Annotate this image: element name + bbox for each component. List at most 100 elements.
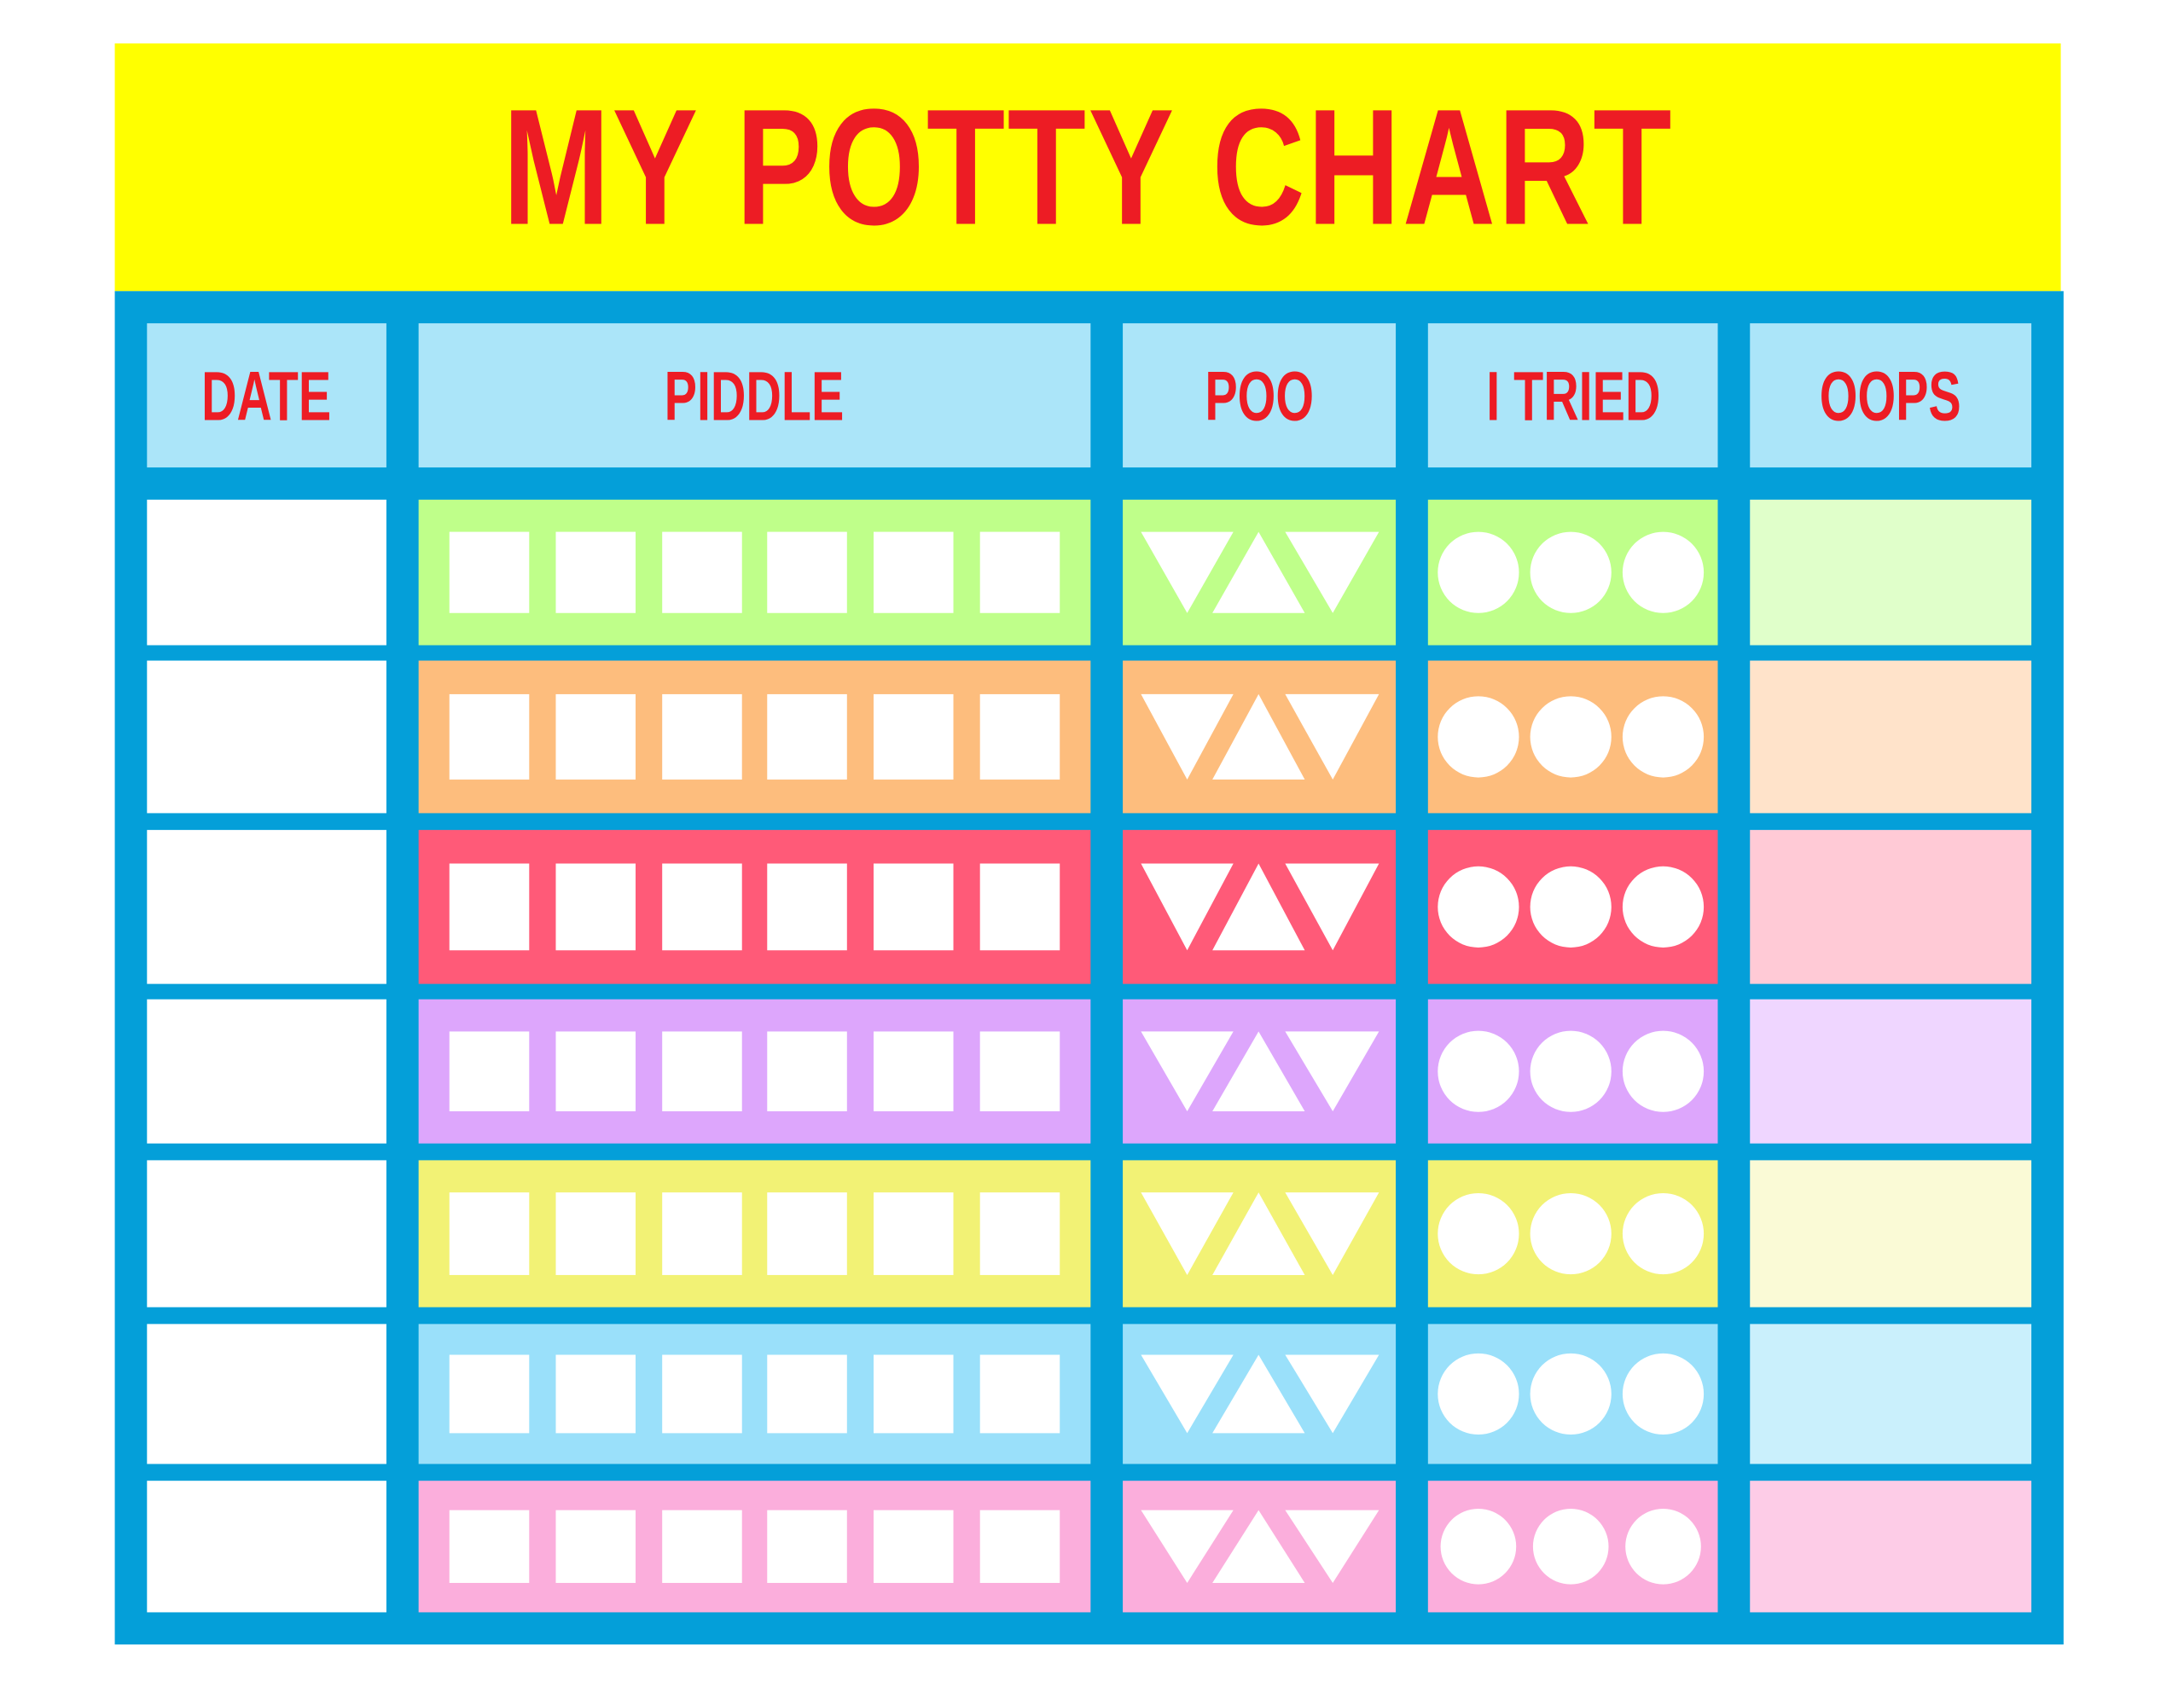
triangle-down-icon[interactable] <box>1285 1192 1380 1275</box>
piddle-box[interactable] <box>555 693 636 780</box>
circle-icon[interactable] <box>1622 696 1705 778</box>
piddle-box[interactable] <box>979 693 1060 780</box>
piddle-box[interactable] <box>979 863 1060 951</box>
piddle-box[interactable] <box>449 531 530 613</box>
piddle-box[interactable] <box>555 863 636 951</box>
circle-icon[interactable] <box>1530 1192 1612 1275</box>
piddle-box[interactable] <box>767 1354 848 1434</box>
circle-icon[interactable] <box>1530 696 1612 778</box>
circle-icon[interactable] <box>1530 531 1612 613</box>
date-cell[interactable] <box>147 999 386 1144</box>
circle-icon[interactable] <box>1622 866 1705 948</box>
piddle-box[interactable] <box>979 1031 1060 1111</box>
piddle-box[interactable] <box>661 1192 742 1275</box>
circle-icon[interactable] <box>1438 866 1519 948</box>
date-cell[interactable] <box>147 830 386 984</box>
triangle-up-icon[interactable] <box>1212 863 1305 951</box>
piddle-box[interactable] <box>555 1510 636 1583</box>
piddle-box[interactable] <box>555 1192 636 1275</box>
piddle-box[interactable] <box>449 1192 530 1275</box>
oops-cell[interactable] <box>1750 1160 2032 1307</box>
piddle-box[interactable] <box>767 1031 848 1111</box>
circle-icon[interactable] <box>1438 1030 1519 1112</box>
triangle-down-icon[interactable] <box>1285 531 1380 613</box>
oops-cell[interactable] <box>1750 1324 2032 1464</box>
piddle-box[interactable] <box>874 863 954 951</box>
oops-cell[interactable] <box>1750 499 2032 646</box>
piddle-box[interactable] <box>874 531 954 613</box>
piddle-box[interactable] <box>874 1192 954 1275</box>
piddle-box[interactable] <box>979 1192 1060 1275</box>
circle-icon[interactable] <box>1440 1508 1517 1585</box>
triangle-up-icon[interactable] <box>1212 1510 1305 1583</box>
triangle-down-icon[interactable] <box>1285 1510 1380 1583</box>
circle-icon[interactable] <box>1622 1192 1705 1275</box>
circle-icon[interactable] <box>1438 531 1519 613</box>
oops-cell[interactable] <box>1750 660 2032 814</box>
date-cell[interactable] <box>147 499 386 646</box>
date-cell[interactable] <box>147 1324 386 1464</box>
piddle-box[interactable] <box>767 1510 848 1583</box>
piddle-box[interactable] <box>874 693 954 780</box>
piddle-box[interactable] <box>661 1510 742 1583</box>
piddle-box[interactable] <box>979 531 1060 613</box>
triangle-down-icon[interactable] <box>1285 1031 1380 1111</box>
circle-icon[interactable] <box>1622 1353 1705 1435</box>
circle-icon[interactable] <box>1622 1030 1705 1112</box>
triangle-down-icon[interactable] <box>1141 693 1234 780</box>
piddle-box[interactable] <box>555 1031 636 1111</box>
triangle-up-icon[interactable] <box>1212 1192 1305 1275</box>
date-cell[interactable] <box>147 660 386 814</box>
piddle-box[interactable] <box>874 1510 954 1583</box>
circle-icon[interactable] <box>1530 1030 1612 1112</box>
circle-icon[interactable] <box>1622 531 1705 613</box>
triangle-up-icon[interactable] <box>1212 1354 1305 1434</box>
header-label: OOPS <box>1820 356 1962 435</box>
circle-icon[interactable] <box>1530 866 1612 948</box>
piddle-box[interactable] <box>874 1354 954 1434</box>
triangle-down-icon[interactable] <box>1141 531 1234 613</box>
circle-icon[interactable] <box>1438 1353 1519 1435</box>
piddle-box[interactable] <box>874 1031 954 1111</box>
triangle-up-icon[interactable] <box>1212 531 1305 613</box>
triangle-down-icon[interactable] <box>1141 1031 1234 1111</box>
triangle-down-icon[interactable] <box>1141 1354 1234 1434</box>
oops-cell[interactable] <box>1750 830 2032 984</box>
circle-icon[interactable] <box>1625 1508 1701 1585</box>
circle-icon[interactable] <box>1532 1508 1609 1585</box>
circle-icon[interactable] <box>1438 696 1519 778</box>
piddle-box[interactable] <box>661 693 742 780</box>
triangle-down-icon[interactable] <box>1141 863 1234 951</box>
triangle-down-icon[interactable] <box>1141 1192 1234 1275</box>
piddle-box[interactable] <box>449 863 530 951</box>
piddle-box[interactable] <box>449 1031 530 1111</box>
circle-icon[interactable] <box>1438 1192 1519 1275</box>
triangle-down-icon[interactable] <box>1285 1354 1380 1434</box>
piddle-box[interactable] <box>555 1354 636 1434</box>
piddle-box[interactable] <box>449 1354 530 1434</box>
triangle-up-icon[interactable] <box>1212 1031 1305 1111</box>
oops-cell[interactable] <box>1750 999 2032 1144</box>
date-cell[interactable] <box>147 1481 386 1613</box>
piddle-box[interactable] <box>661 531 742 613</box>
triangle-up-icon[interactable] <box>1212 693 1305 780</box>
oops-cell[interactable] <box>1750 1481 2032 1613</box>
piddle-box[interactable] <box>449 1510 530 1583</box>
circle-icon[interactable] <box>1530 1353 1612 1435</box>
piddle-box[interactable] <box>661 863 742 951</box>
piddle-box[interactable] <box>449 693 530 780</box>
piddle-box[interactable] <box>767 863 848 951</box>
piddle-box[interactable] <box>555 531 636 613</box>
date-cell[interactable] <box>147 1160 386 1307</box>
triangle-down-icon[interactable] <box>1141 1510 1234 1583</box>
piddle-box[interactable] <box>661 1354 742 1434</box>
piddle-box[interactable] <box>767 531 848 613</box>
piddle-box[interactable] <box>979 1510 1060 1583</box>
triangle-down-icon[interactable] <box>1285 693 1380 780</box>
piddle-box[interactable] <box>767 1192 848 1275</box>
triangle-down-icon[interactable] <box>1285 863 1380 951</box>
piddle-box[interactable] <box>767 693 848 780</box>
header-oops: OOPS <box>1750 323 2032 468</box>
piddle-box[interactable] <box>979 1354 1060 1434</box>
piddle-box[interactable] <box>661 1031 742 1111</box>
